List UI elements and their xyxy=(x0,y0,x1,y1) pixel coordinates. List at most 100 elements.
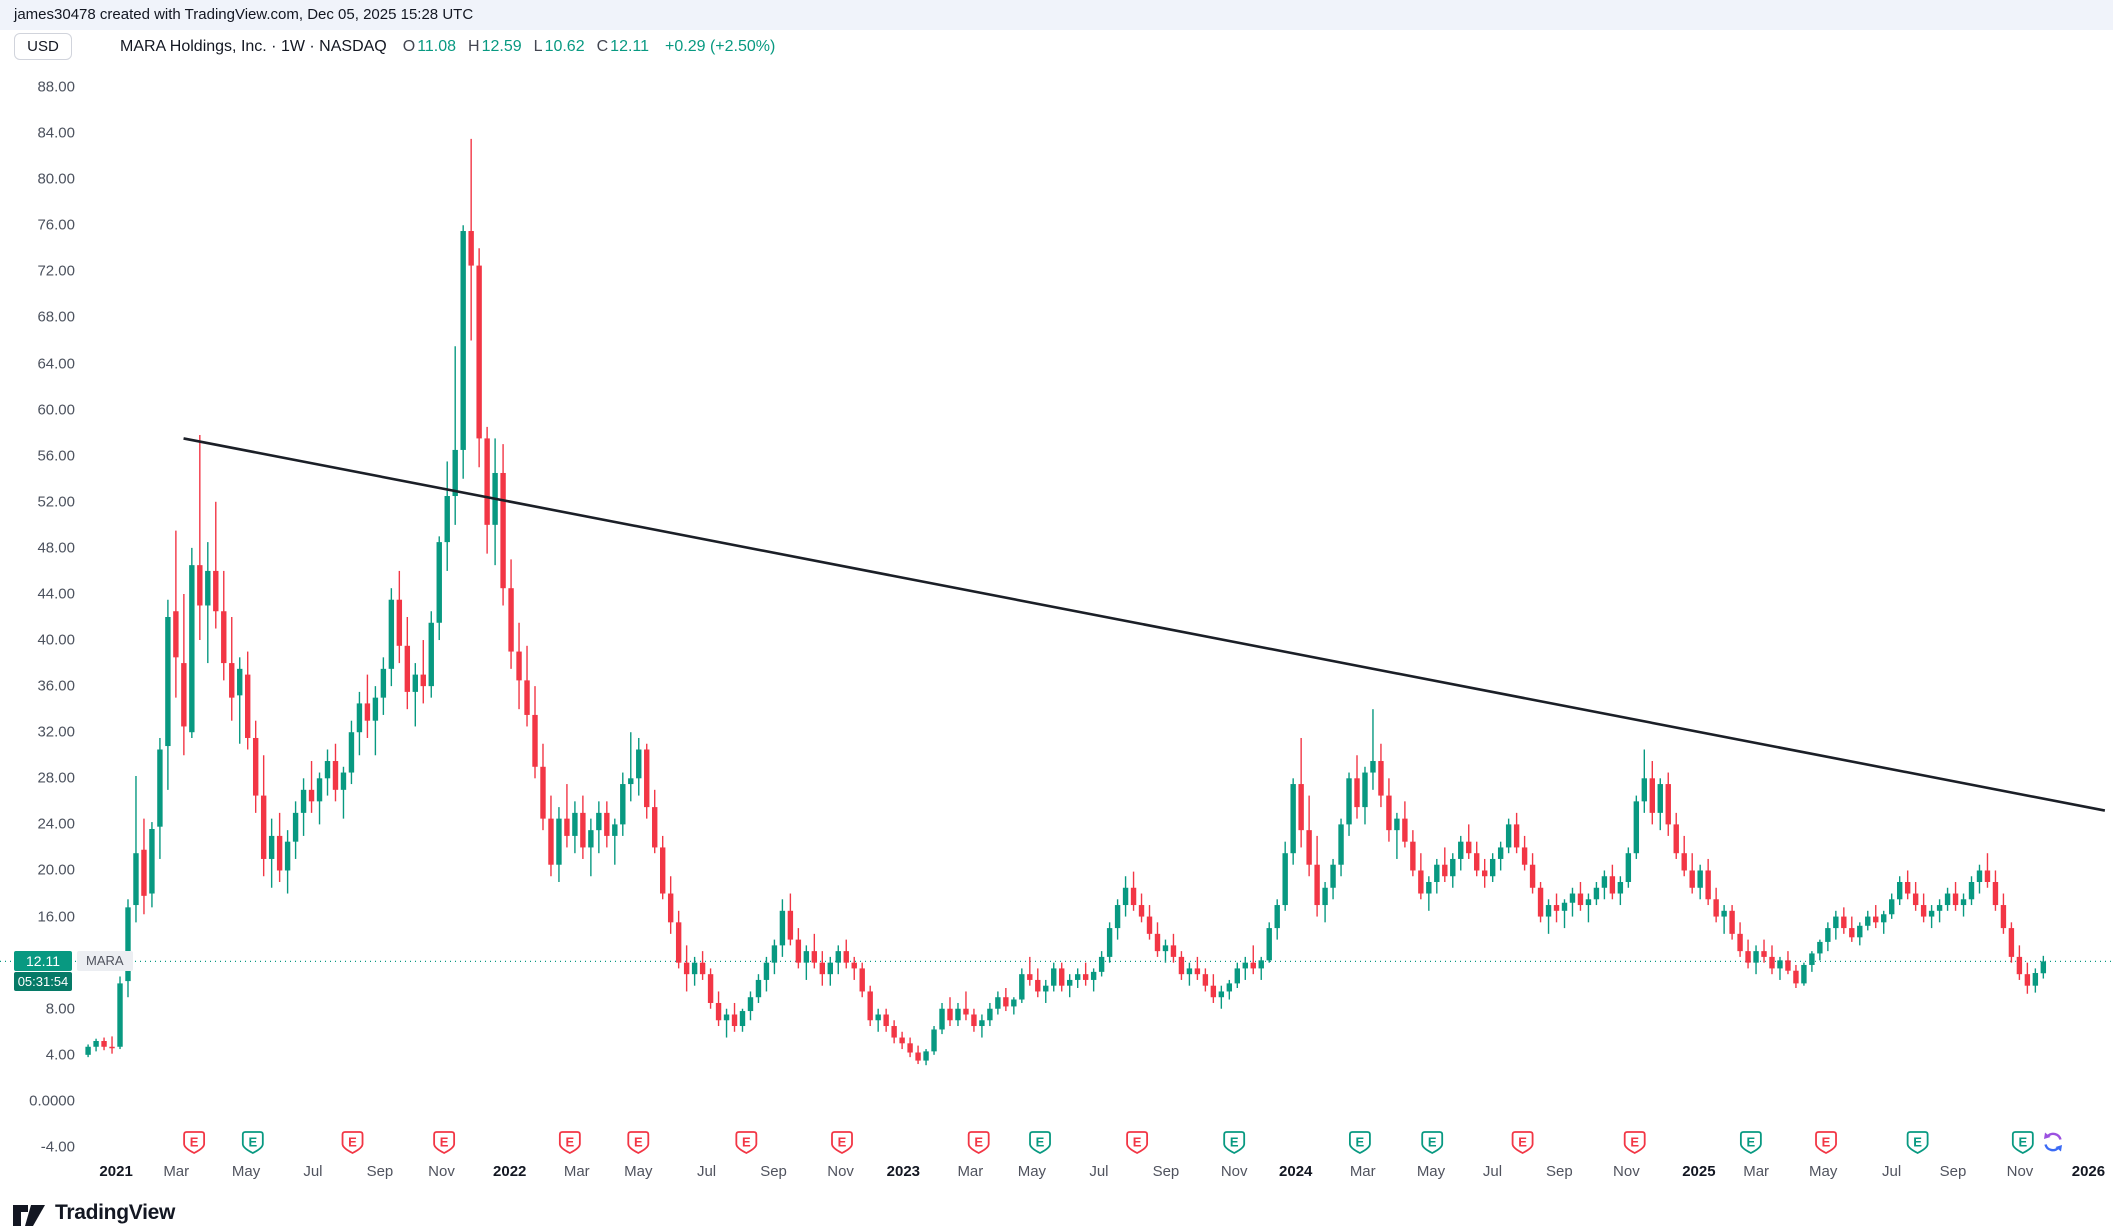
time-tick-month: Jul xyxy=(1089,1163,1109,1180)
earnings-badge[interactable]: E xyxy=(1421,1131,1444,1155)
price-tick-label: 52.00 xyxy=(37,493,75,511)
attribution-text: james30478 created with TradingView.com,… xyxy=(14,6,474,23)
time-tick-month: Mar xyxy=(1743,1163,1770,1180)
time-tick-month: May xyxy=(624,1163,653,1180)
price-tick-label: 24.00 xyxy=(37,815,75,833)
cycle-arrows-icon[interactable] xyxy=(2044,1132,2062,1152)
svg-text:E: E xyxy=(974,1135,983,1150)
time-tick-month: Mar xyxy=(163,1163,190,1180)
price-tick-label: -4.00 xyxy=(40,1138,75,1156)
current-price-label: 12.11 xyxy=(14,951,72,972)
price-tick-label: 48.00 xyxy=(37,539,75,557)
earnings-badge[interactable]: E xyxy=(735,1131,758,1155)
earnings-badge[interactable]: E xyxy=(1511,1131,1534,1155)
time-tick-month: Nov xyxy=(1613,1163,1640,1180)
time-tick-year: 2021 xyxy=(99,1163,133,1180)
current-price-label-group: 12.11 MARA 05:31:54 xyxy=(14,951,133,992)
earnings-badge[interactable]: E xyxy=(2011,1131,2034,1155)
time-tick-month: Sep xyxy=(1939,1163,1967,1180)
svg-text:E: E xyxy=(1518,1135,1527,1150)
tradingview-footer: TradingView xyxy=(12,1198,175,1228)
symbol-title[interactable]: MARA Holdings, Inc. · 1W · NASDAQ xyxy=(120,37,387,55)
svg-text:E: E xyxy=(742,1135,751,1150)
time-tick-month: Nov xyxy=(827,1163,854,1180)
svg-text:E: E xyxy=(1747,1135,1756,1150)
earnings-badge[interactable]: E xyxy=(627,1131,650,1155)
tradingview-brand-text[interactable]: TradingView xyxy=(55,1201,176,1224)
symbol-info-row: MARA Holdings, Inc. · 1W · NASDAQ O 11.08… xyxy=(120,33,775,60)
earnings-badge[interactable]: E xyxy=(1906,1131,1929,1155)
svg-text:E: E xyxy=(1133,1135,1142,1150)
price-tick-label: 68.00 xyxy=(37,308,75,326)
svg-text:E: E xyxy=(1822,1135,1831,1150)
earnings-badge[interactable]: E xyxy=(967,1131,990,1155)
time-tick-month: May xyxy=(1017,1163,1047,1180)
earnings-badge[interactable]: E xyxy=(831,1131,853,1155)
svg-text:E: E xyxy=(1356,1135,1365,1150)
svg-text:E: E xyxy=(566,1135,575,1150)
currency-button[interactable]: USD xyxy=(14,33,72,60)
price-tick-label: 16.00 xyxy=(37,908,75,926)
ohlc-item: C 12.11 xyxy=(596,37,650,55)
earnings-badge[interactable]: E xyxy=(1029,1131,1051,1155)
earnings-badge[interactable]: E xyxy=(1223,1131,1246,1155)
countdown-label: 05:31:54 xyxy=(14,972,72,992)
time-tick-month: Nov xyxy=(2006,1163,2034,1180)
time-tick-month: Jul xyxy=(1882,1163,1902,1180)
earnings-badge[interactable]: E xyxy=(1623,1131,1646,1155)
svg-text:E: E xyxy=(838,1135,847,1150)
earnings-badge[interactable]: E xyxy=(1349,1131,1371,1155)
svg-text:E: E xyxy=(348,1135,357,1150)
price-tick-label: 44.00 xyxy=(37,585,75,603)
price-change: +0.29 (+2.50%) xyxy=(665,37,776,55)
price-tick-label: 64.00 xyxy=(37,355,75,373)
time-tick-month: Jul xyxy=(1482,1163,1503,1180)
trendline[interactable] xyxy=(183,437,2106,812)
price-tick-label: 32.00 xyxy=(37,723,75,741)
price-tick-label: 40.00 xyxy=(37,631,75,649)
price-tick-label: 36.00 xyxy=(37,677,75,695)
time-tick-month: May xyxy=(1416,1163,1446,1180)
price-tick-label: 28.00 xyxy=(37,769,75,787)
svg-text:E: E xyxy=(1036,1135,1045,1150)
earnings-badge[interactable]: E xyxy=(341,1131,364,1155)
svg-text:E: E xyxy=(190,1135,199,1150)
time-tick-month: Mar xyxy=(1349,1163,1376,1180)
price-tick-label: 56.00 xyxy=(37,447,75,465)
svg-text:E: E xyxy=(1630,1135,1639,1150)
earnings-badge[interactable]: E xyxy=(1126,1131,1149,1155)
earnings-badge[interactable]: E xyxy=(241,1131,264,1155)
earnings-badge[interactable]: E xyxy=(183,1131,206,1155)
candlestick-series[interactable] xyxy=(85,138,2047,1066)
earnings-badge[interactable]: E xyxy=(433,1131,456,1155)
time-tick-month: Sep xyxy=(760,1163,787,1180)
time-tick-month: Jul xyxy=(303,1163,323,1180)
earnings-badge[interactable]: E xyxy=(1815,1131,1837,1155)
time-tick-month: Sep xyxy=(1545,1163,1573,1180)
price-tick-label: 88.00 xyxy=(37,78,75,96)
time-tick-month: Sep xyxy=(1152,1163,1180,1180)
price-tick-label: 76.00 xyxy=(37,216,75,234)
price-tick-label: 8.00 xyxy=(45,1000,75,1018)
time-scale[interactable]: 2021 Mar May Jul Sep Nov 2022 Mar May Jul Sep Nov 20… xyxy=(0,1163,2113,1189)
ohlc-item: O 11.08 xyxy=(402,37,457,55)
svg-text:E: E xyxy=(440,1135,449,1150)
earnings-badge[interactable]: E xyxy=(558,1131,581,1155)
ohlc-item: H 12.59 xyxy=(468,37,522,55)
time-tick-year: 2024 xyxy=(1279,1163,1313,1180)
earnings-badge[interactable]: E xyxy=(1739,1131,1762,1155)
time-tick-year: 2023 xyxy=(886,1163,921,1180)
svg-text:E: E xyxy=(1230,1135,1239,1150)
time-tick-year: 2025 xyxy=(1682,1163,1716,1180)
symbol-badge: MARA xyxy=(77,951,133,972)
time-tick-month: May xyxy=(231,1163,261,1180)
tradingview-logo-icon[interactable] xyxy=(12,1200,46,1226)
price-tick-label: 4.00 xyxy=(45,1046,75,1064)
time-tick-month: Sep xyxy=(366,1163,394,1180)
price-tick-label: 20.00 xyxy=(37,861,75,879)
time-tick-month: Mar xyxy=(563,1163,590,1180)
price-scale[interactable]: 88.00 84.00 80.00 76.00 72.00 68.00 64.00 60.00… xyxy=(0,0,75,1228)
time-tick-month: Mar xyxy=(957,1163,984,1180)
